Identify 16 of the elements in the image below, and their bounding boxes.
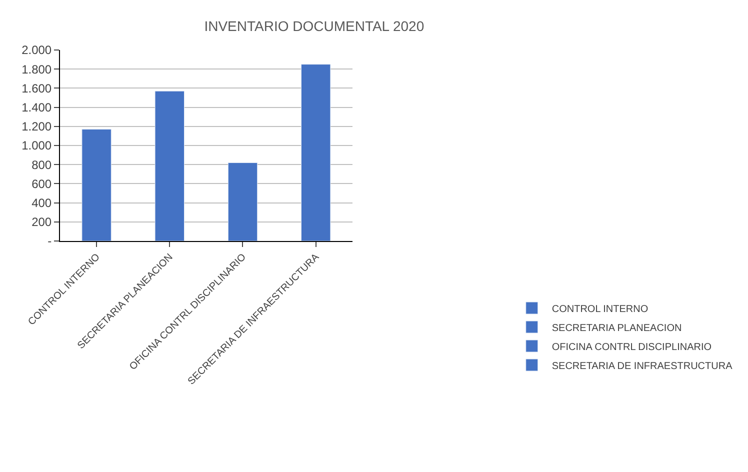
y-tick-label: 1.400 — [22, 100, 52, 114]
y-tick-label: 2.000 — [22, 43, 52, 58]
y-tick-label: 1.000 — [22, 138, 52, 153]
y-tick-label: 1.800 — [22, 62, 52, 76]
y-tick-label: 400 — [32, 196, 52, 210]
y-tick-label: 1.200 — [22, 120, 52, 134]
y-tick-label: 1.600 — [22, 81, 52, 96]
legend-label: CONTROL INTERNO — [552, 304, 648, 315]
y-tick-label: - — [48, 234, 52, 248]
chart-title: INVENTARIO DOCUMENTAL 2020 — [204, 18, 424, 34]
y-tick-label: 600 — [32, 176, 52, 191]
legend-label: SECRETARIA PLANEACION — [552, 322, 682, 334]
legend-label: SECRETARIA DE INFRAESTRUCTURA — [552, 360, 733, 372]
legend-label: OFICINA CONTRL DISCIPLINARIO — [552, 342, 712, 353]
y-tick-label: 200 — [32, 215, 52, 230]
y-tick-label: 800 — [32, 158, 52, 172]
